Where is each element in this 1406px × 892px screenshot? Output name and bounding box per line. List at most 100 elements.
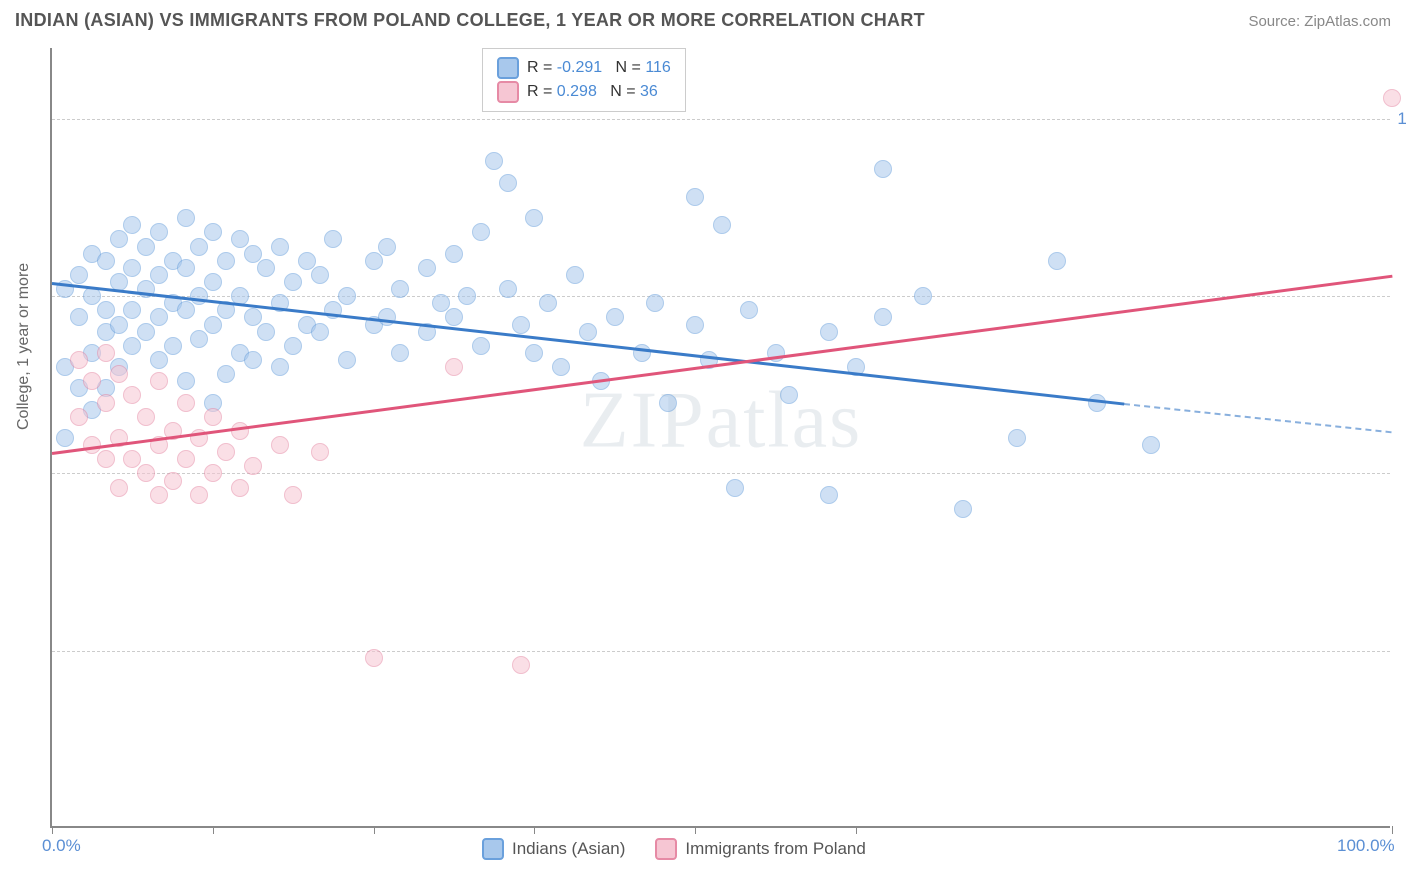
data-point <box>204 223 222 241</box>
data-point <box>70 408 88 426</box>
data-point <box>780 386 798 404</box>
data-point <box>231 422 249 440</box>
data-point <box>338 287 356 305</box>
chart-plot-area: ZIPatlas 25.0%50.0%75.0%100.0%0.0%100.0%… <box>50 48 1390 828</box>
data-point <box>110 316 128 334</box>
data-point <box>378 308 396 326</box>
trend-line <box>52 282 1124 405</box>
data-point <box>150 223 168 241</box>
legend-swatch <box>497 81 519 103</box>
data-point <box>432 294 450 312</box>
data-point <box>177 450 195 468</box>
x-tick-label-right: 100.0% <box>1337 836 1395 856</box>
data-point <box>579 323 597 341</box>
x-tick <box>695 826 696 834</box>
data-point <box>391 344 409 362</box>
data-point <box>97 450 115 468</box>
data-point <box>150 266 168 284</box>
data-point <box>150 351 168 369</box>
data-point <box>659 394 677 412</box>
data-point <box>56 429 74 447</box>
data-point <box>123 450 141 468</box>
data-point <box>137 464 155 482</box>
data-point <box>123 301 141 319</box>
chart-title: INDIAN (ASIAN) VS IMMIGRANTS FROM POLAND… <box>15 10 925 31</box>
data-point <box>713 216 731 234</box>
data-point <box>1142 436 1160 454</box>
data-point <box>914 287 932 305</box>
gridline <box>52 651 1390 652</box>
data-point <box>217 443 235 461</box>
stats-text: R = 0.298 N = 36 <box>527 83 658 101</box>
data-point <box>190 238 208 256</box>
data-point <box>686 316 704 334</box>
data-point <box>458 287 476 305</box>
data-point <box>1383 89 1401 107</box>
series-legend-item: Immigrants from Poland <box>655 838 865 860</box>
data-point <box>70 351 88 369</box>
data-point <box>874 308 892 326</box>
data-point <box>110 479 128 497</box>
data-point <box>512 316 530 334</box>
data-point <box>83 372 101 390</box>
data-point <box>123 259 141 277</box>
data-point <box>445 308 463 326</box>
data-point <box>231 479 249 497</box>
data-point <box>257 259 275 277</box>
x-tick <box>534 826 535 834</box>
data-point <box>365 252 383 270</box>
data-point <box>204 316 222 334</box>
data-point <box>217 252 235 270</box>
data-point <box>244 245 262 263</box>
data-point <box>525 209 543 227</box>
data-point <box>150 308 168 326</box>
data-point <box>271 358 289 376</box>
data-point <box>244 457 262 475</box>
data-point <box>123 337 141 355</box>
data-point <box>177 259 195 277</box>
data-point <box>606 308 624 326</box>
data-point <box>311 266 329 284</box>
data-point <box>1008 429 1026 447</box>
data-point <box>244 308 262 326</box>
x-tick <box>856 826 857 834</box>
data-point <box>150 372 168 390</box>
legend-swatch <box>655 838 677 860</box>
data-point <box>566 266 584 284</box>
data-point <box>1048 252 1066 270</box>
data-point <box>418 259 436 277</box>
x-tick <box>374 826 375 834</box>
data-point <box>257 323 275 341</box>
data-point <box>820 323 838 341</box>
gridline <box>52 119 1390 120</box>
x-tick <box>213 826 214 834</box>
x-tick <box>52 826 53 834</box>
data-point <box>378 238 396 256</box>
stats-text: R = -0.291 N = 116 <box>527 59 671 77</box>
data-point <box>472 223 490 241</box>
data-point <box>190 330 208 348</box>
data-point <box>231 230 249 248</box>
data-point <box>485 152 503 170</box>
data-point <box>97 301 115 319</box>
data-point <box>284 273 302 291</box>
data-point <box>284 337 302 355</box>
stats-legend: R = -0.291 N = 116 R = 0.298 N = 36 <box>482 48 686 112</box>
data-point <box>499 280 517 298</box>
chart-source: Source: ZipAtlas.com <box>1248 13 1391 30</box>
data-point <box>311 323 329 341</box>
data-point <box>177 372 195 390</box>
series-legend-label: Indians (Asian) <box>512 839 625 859</box>
data-point <box>190 287 208 305</box>
data-point <box>298 252 316 270</box>
series-legend-item: Indians (Asian) <box>482 838 625 860</box>
series-legend: Indians (Asian) Immigrants from Poland <box>482 838 866 860</box>
data-point <box>512 656 530 674</box>
data-point <box>445 245 463 263</box>
data-point <box>83 287 101 305</box>
data-point <box>284 486 302 504</box>
y-tick-label: 100.0% <box>1397 109 1406 129</box>
data-point <box>137 238 155 256</box>
data-point <box>244 351 262 369</box>
data-point <box>70 308 88 326</box>
